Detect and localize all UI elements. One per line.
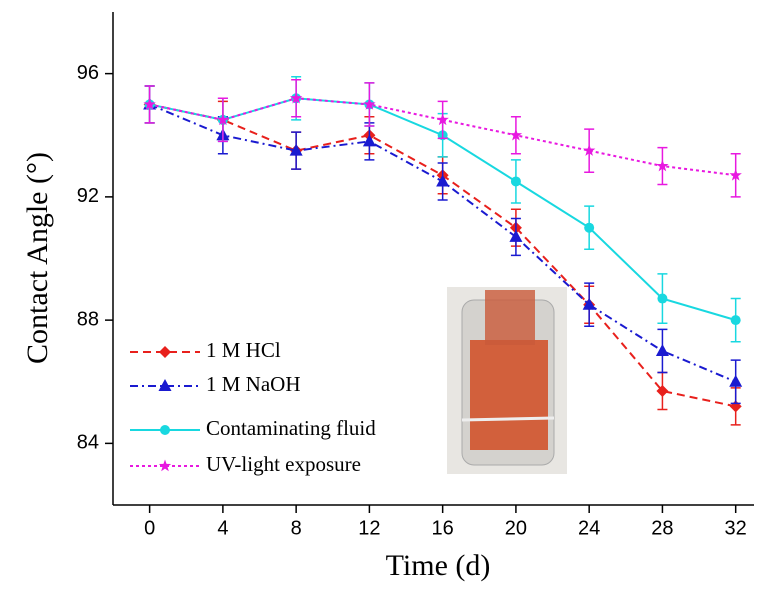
marker (656, 159, 669, 172)
legend-label: Contaminating fluid (206, 416, 376, 440)
x-axis-label: Time (d) (386, 549, 491, 582)
x-tick-label: 12 (358, 517, 380, 539)
x-tick-label: 32 (725, 517, 747, 539)
marker (289, 91, 303, 104)
marker (584, 222, 595, 233)
marker (436, 113, 449, 126)
x-tick-label: 28 (651, 517, 673, 539)
legend-marker (158, 459, 172, 472)
series-line (149, 97, 736, 177)
legend-label: UV-light exposure (206, 452, 361, 476)
legend-marker (160, 425, 170, 435)
marker (582, 297, 596, 310)
x-tick-label: 0 (144, 517, 155, 539)
marker (582, 144, 596, 156)
inset-photo (447, 287, 567, 474)
x-tick-label: 24 (578, 517, 600, 539)
legend-marker (158, 379, 172, 391)
marker (509, 229, 523, 242)
y-tick-label: 88 (77, 308, 99, 330)
marker (436, 174, 450, 187)
marker (729, 374, 743, 387)
y-tick-label: 84 (77, 432, 99, 454)
x-tick-label: 8 (291, 517, 302, 539)
marker (289, 143, 303, 156)
marker (143, 97, 156, 110)
y-tick-label: 96 (77, 62, 99, 84)
y-tick-label: 92 (77, 185, 99, 207)
marker (509, 128, 523, 141)
marker (510, 176, 521, 187)
y-axis-label: Contact Angle (°) (21, 152, 54, 364)
legend-label: 1 M HCl (206, 338, 281, 362)
legend-label: 1 M NaOH (206, 372, 301, 396)
marker (216, 113, 230, 126)
marker (657, 293, 668, 304)
legend-marker (159, 346, 171, 358)
marker (730, 315, 741, 326)
marker (655, 343, 669, 356)
marker (362, 134, 376, 147)
x-tick-label: 4 (217, 517, 228, 539)
x-tick-label: 20 (505, 517, 527, 539)
x-tick-label: 16 (432, 517, 454, 539)
marker (656, 384, 669, 397)
marker (729, 168, 742, 181)
marker (363, 97, 376, 110)
